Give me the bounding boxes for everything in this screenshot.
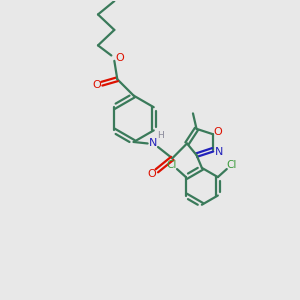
Text: Cl: Cl bbox=[167, 160, 177, 170]
Text: O: O bbox=[214, 127, 222, 137]
Text: Cl: Cl bbox=[226, 160, 237, 170]
Text: H: H bbox=[157, 130, 164, 140]
Text: O: O bbox=[92, 80, 101, 90]
Text: O: O bbox=[115, 53, 124, 64]
Text: O: O bbox=[147, 169, 156, 179]
Text: N: N bbox=[149, 139, 157, 148]
Text: N: N bbox=[214, 147, 223, 157]
